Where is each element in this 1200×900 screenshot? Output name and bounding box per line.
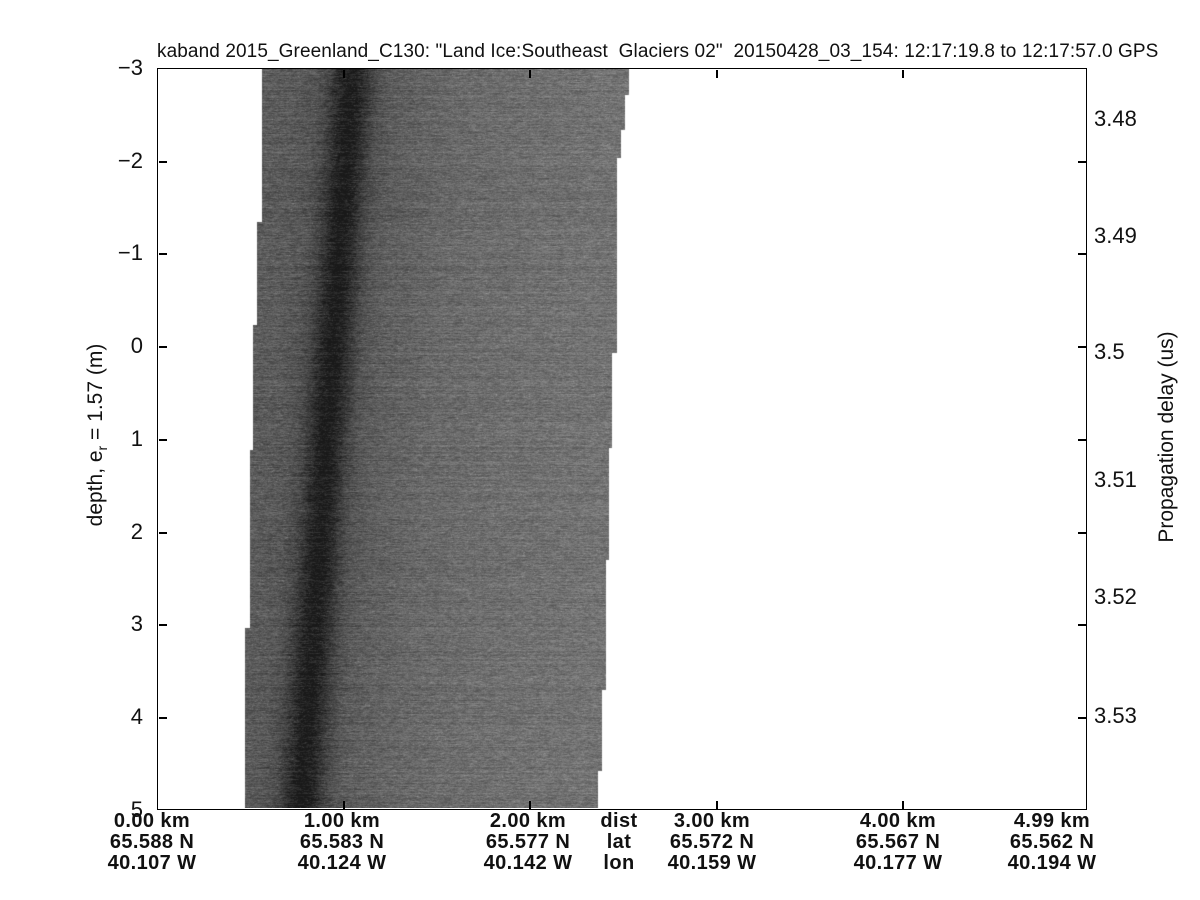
y-tick-right	[1077, 253, 1086, 255]
x-axis-lon-label: 40.107 W	[107, 852, 197, 874]
x-tick-bottom	[716, 800, 718, 809]
x-axis-dist-label: 0.00 km	[113, 810, 191, 832]
x-tick-bottom	[343, 800, 345, 809]
delay-tick-label: 3.5	[1094, 339, 1125, 364]
y-tick-right	[1077, 161, 1086, 163]
x-axis-dist-label: 4.99 km	[1013, 810, 1091, 832]
y-tick-left	[158, 624, 167, 626]
x-axis-lon-label: 40.142 W	[483, 852, 573, 874]
x-tick-top	[716, 69, 718, 78]
depth-tick-label: 2	[130, 519, 143, 544]
x-axis-lon-label: lon	[603, 852, 635, 874]
y-tick-left	[158, 253, 167, 255]
x-axis-lon-label: 40.124 W	[297, 852, 387, 874]
plot-frame	[157, 68, 1087, 810]
x-axis-lat-label: 65.583 N	[299, 831, 385, 853]
depth-tick-label: −2	[117, 148, 143, 173]
y-tick-right	[1077, 532, 1086, 534]
y-axis-label-propagation-delay: Propagation delay (us)	[1155, 331, 1178, 543]
x-axis-column: 0.00 km 65.588 N 40.107 W	[77, 811, 227, 874]
depth-tick-label: −3	[117, 55, 143, 80]
x-axis-column: 4.99 km 65.562 N 40.194 W	[977, 811, 1127, 874]
x-tick-top	[902, 69, 904, 78]
delay-tick-label: 3.48	[1094, 106, 1137, 131]
y-tick-right	[1077, 439, 1086, 441]
echogram-image	[158, 69, 1085, 808]
x-axis-dist-label: 1.00 km	[303, 810, 381, 832]
x-axis-column: 3.00 km 65.572 N 40.159 W	[637, 811, 787, 874]
x-axis-lat-label: 65.562 N	[1009, 831, 1095, 853]
y-tick-left	[158, 161, 167, 163]
x-axis-column: 1.00 km 65.583 N 40.124 W	[267, 811, 417, 874]
y-tick-right	[1077, 624, 1086, 626]
y-tick-right	[1077, 717, 1086, 719]
depth-tick-label: 3	[130, 611, 143, 636]
delay-tick-label: 3.52	[1094, 584, 1137, 609]
depth-tick-label: 5	[130, 797, 143, 822]
x-axis-column: 4.00 km 65.567 N 40.177 W	[823, 811, 973, 874]
x-axis-lat-label: lat	[606, 831, 632, 853]
x-axis-dist-label: 3.00 km	[673, 810, 751, 832]
delay-tick-label: 3.51	[1094, 467, 1137, 492]
x-axis-lon-label: 40.177 W	[853, 852, 943, 874]
x-axis-column: 2.00 km 65.577 N 40.142 W	[453, 811, 603, 874]
x-axis-dist-label: dist	[600, 810, 638, 832]
depth-tick-label: 1	[130, 426, 143, 451]
x-axis-dist-label: 4.00 km	[859, 810, 937, 832]
y-axis-label-depth-pre: depth, e	[83, 450, 107, 527]
x-axis-lat-label: 65.567 N	[855, 831, 941, 853]
x-axis-lon-label: 40.194 W	[1007, 852, 1097, 874]
y-tick-left	[158, 717, 167, 719]
depth-tick-label: 4	[130, 704, 143, 729]
x-axis-lat-label: 65.572 N	[669, 831, 755, 853]
x-tick-bottom	[902, 800, 904, 809]
x-tick-top	[343, 69, 345, 78]
figure-title: kaband 2015_Greenland_C130: "Land Ice:So…	[157, 41, 1159, 62]
x-axis-lon-label: 40.159 W	[667, 852, 757, 874]
y-tick-left	[158, 532, 167, 534]
y-tick-right	[1077, 346, 1086, 348]
x-axis-column: dist lat lon	[544, 811, 694, 874]
x-axis-lat-label: 65.588 N	[109, 831, 195, 853]
y-tick-left	[158, 439, 167, 441]
delay-tick-label: 3.49	[1094, 223, 1137, 248]
depth-tick-label: 0	[130, 333, 143, 358]
depth-tick-label: −1	[117, 240, 143, 265]
x-tick-top	[529, 69, 531, 78]
delay-tick-label: 3.53	[1094, 703, 1137, 728]
y-tick-left	[158, 346, 167, 348]
x-tick-bottom	[529, 800, 531, 809]
x-axis-lat-label: 65.577 N	[485, 831, 571, 853]
x-axis-dist-label: 2.00 km	[489, 810, 567, 832]
